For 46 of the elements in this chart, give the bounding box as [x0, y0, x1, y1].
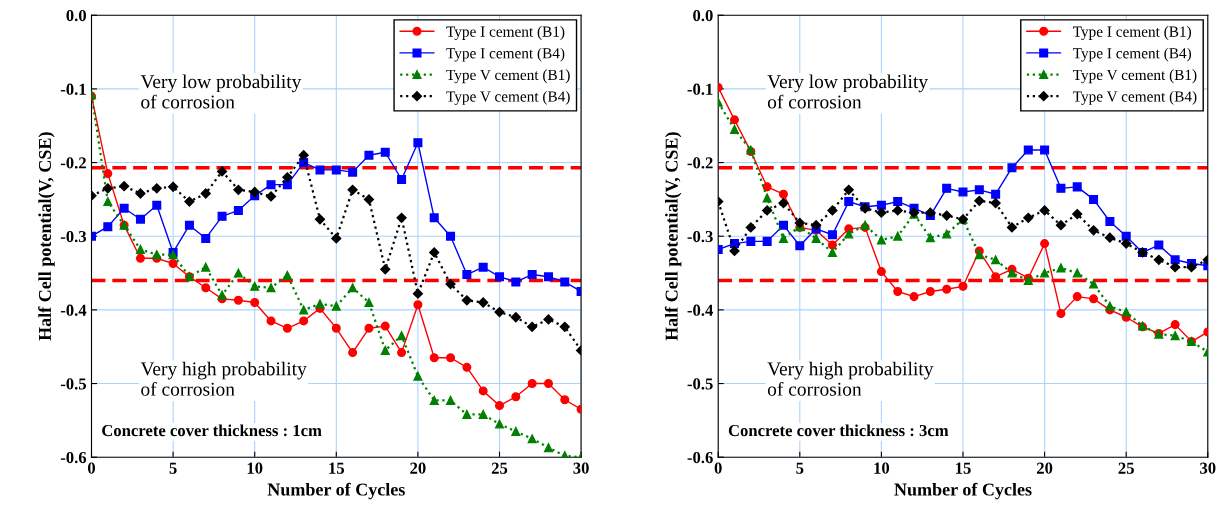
x-tick-label: 0: [87, 462, 96, 474]
x-axis-title: Number of Cycles: [894, 482, 1032, 500]
y-tick-label: -0.1: [687, 83, 713, 95]
y-tick-label: 0.0: [693, 9, 713, 22]
legend-label: Type I cement (B4): [1072, 47, 1192, 62]
legend-label: Type V cement (B4): [446, 90, 570, 105]
annotation: Very low probability of corrosion: [140, 74, 302, 109]
y-tick-label: -0.2: [60, 157, 86, 169]
x-tick-label: 15: [956, 462, 971, 474]
legend-label: Type I cement (B4): [446, 47, 565, 62]
y-tick-label: -0.4: [60, 304, 87, 316]
legend-label: Type I cement (B1): [1072, 26, 1192, 40]
y-tick-label: -0.2: [687, 157, 713, 169]
y-tick-label: -0.3: [60, 230, 87, 243]
x-tick-label: 10: [247, 462, 263, 474]
x-tick-label: 20: [410, 462, 426, 474]
x-tick-label: 5: [796, 462, 804, 474]
x-tick-label: 25: [491, 462, 508, 474]
y-tick-label: -0.1: [60, 83, 86, 95]
x-tick-label: 0: [714, 462, 722, 474]
x-tick-label: 30: [1200, 462, 1216, 474]
x-tick-label: 15: [329, 462, 345, 474]
annotation: Concrete cover thickness : 3cm: [728, 424, 949, 437]
x-tick-label: 10: [874, 462, 890, 474]
legend-label: Type I cement (B1): [446, 26, 565, 40]
y-tick-label: -0.3: [687, 230, 713, 243]
y-tick-label: -0.5: [687, 378, 713, 390]
legend-label: Type V cement (B1): [1072, 69, 1197, 84]
annotation: Concrete cover thickness : 1cm: [102, 424, 322, 437]
y-tick-label: -0.6: [687, 451, 713, 464]
x-axis-title: Number of Cycles: [267, 482, 405, 500]
y-axis-title: Half Cell potential(V, CSE): [664, 132, 682, 341]
y-tick-label: -0.4: [687, 304, 714, 316]
annotation: Very high probability of corrosion: [767, 361, 934, 396]
annotation: Very high probability of corrosion: [140, 361, 307, 396]
legend-label: Type V cement (B4): [1072, 90, 1197, 105]
y-tick-label: -0.6: [60, 451, 87, 464]
y-axis-title: Half Cell potential(V, CSE): [38, 132, 55, 341]
y-tick-label: 0.0: [66, 9, 86, 22]
x-tick-label: 5: [169, 462, 177, 474]
x-tick-label: 20: [1036, 462, 1053, 474]
annotation: Very low probability of corrosion: [767, 74, 928, 109]
y-tick-label: -0.5: [60, 378, 87, 390]
x-tick-label: 30: [573, 462, 589, 474]
legend-label: Type V cement (B1): [446, 69, 570, 84]
x-tick-label: 25: [1118, 462, 1134, 474]
